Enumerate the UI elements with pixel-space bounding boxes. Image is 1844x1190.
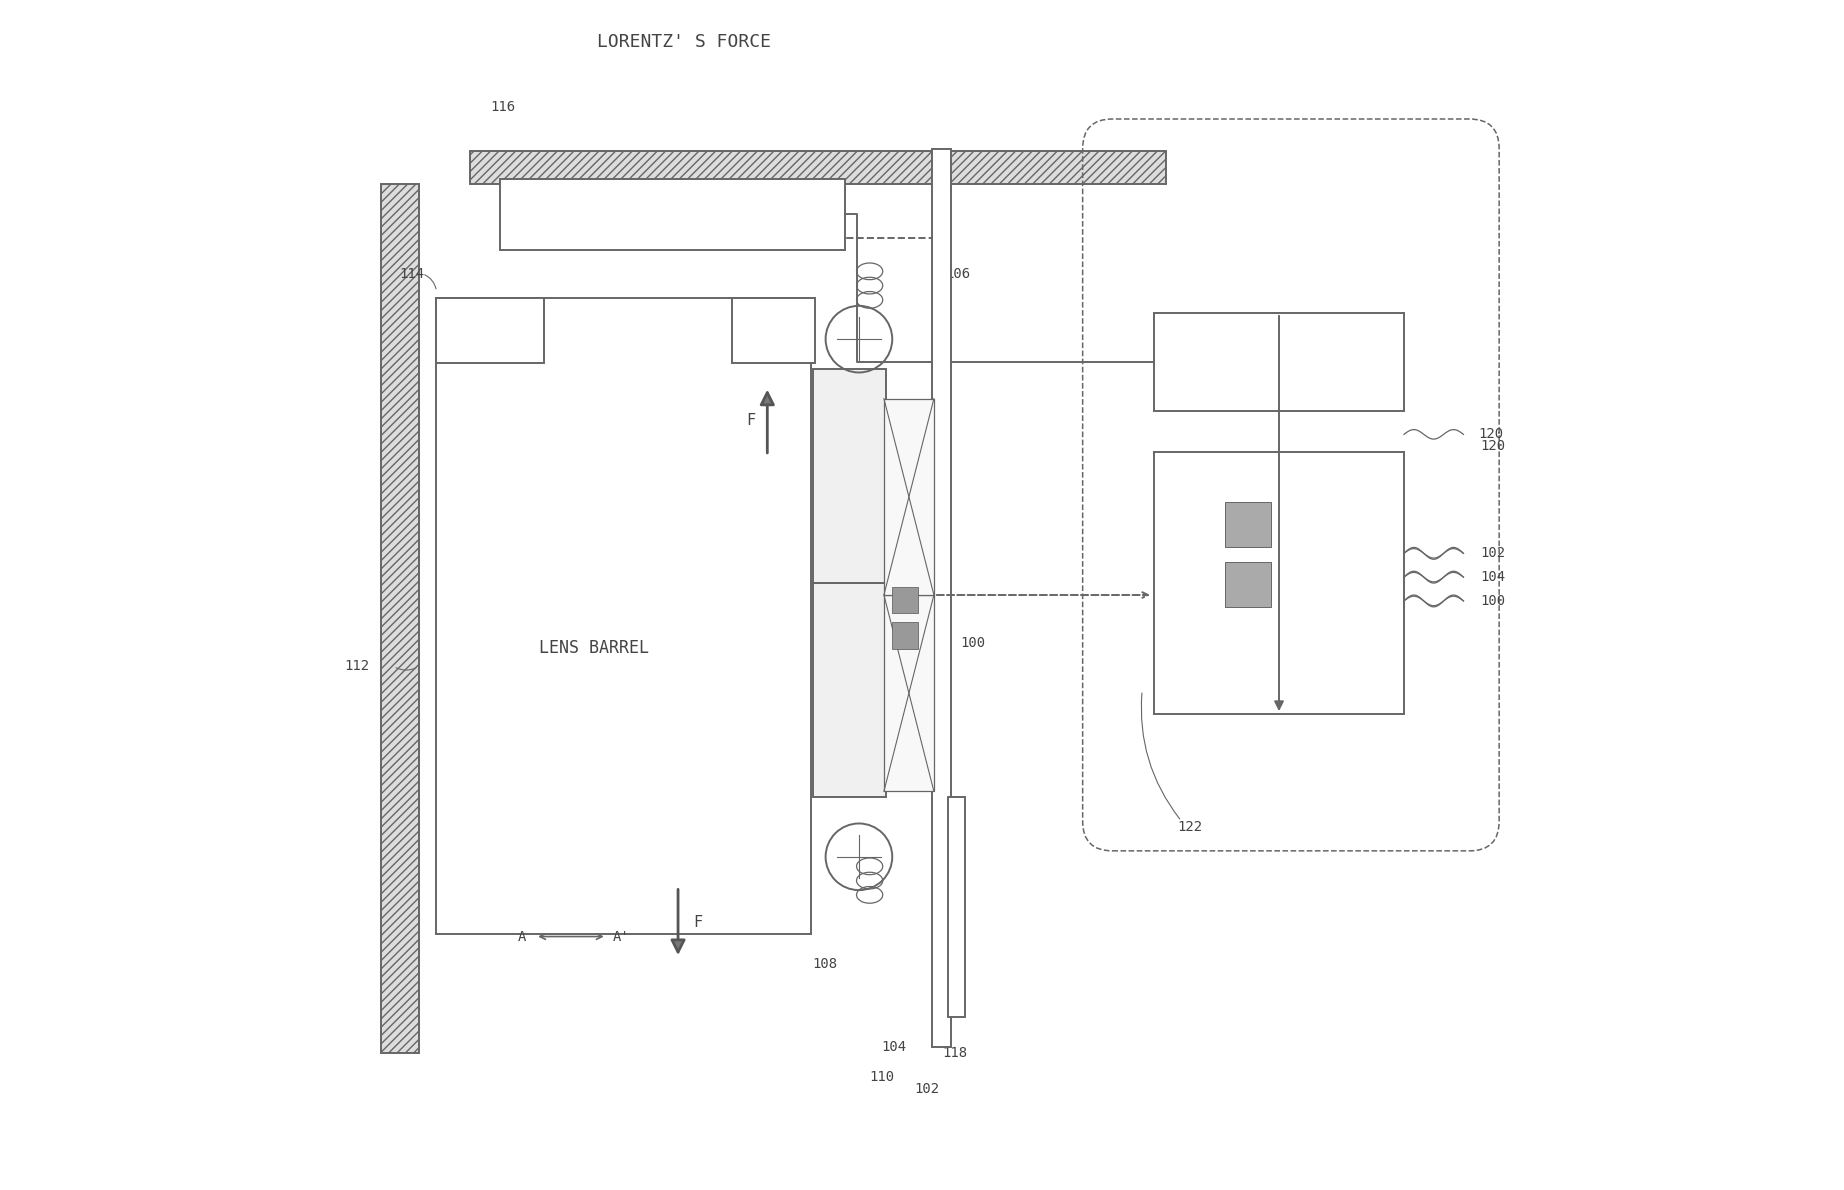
Bar bbox=[883, 595, 933, 791]
Text: 108: 108 bbox=[811, 957, 837, 971]
Text: 102: 102 bbox=[1481, 546, 1507, 560]
Text: 120: 120 bbox=[1479, 427, 1503, 441]
Text: 116: 116 bbox=[491, 100, 516, 114]
Bar bbox=[1154, 313, 1403, 411]
Bar bbox=[1154, 452, 1403, 714]
Bar bbox=[732, 298, 815, 363]
Text: 106: 106 bbox=[946, 267, 970, 281]
Bar bbox=[813, 583, 887, 797]
Bar bbox=[437, 298, 544, 363]
Bar bbox=[470, 151, 1165, 184]
Bar bbox=[813, 369, 887, 583]
Bar bbox=[892, 622, 918, 649]
Text: A': A' bbox=[612, 929, 629, 944]
Text: IMAGE SENSOR: IMAGE SENSOR bbox=[612, 205, 732, 224]
Text: 122: 122 bbox=[1176, 820, 1202, 834]
Text: POSITION: POSITION bbox=[1289, 487, 1355, 501]
Bar bbox=[1226, 502, 1271, 547]
Text: 104: 104 bbox=[881, 1040, 905, 1054]
Text: 120: 120 bbox=[1481, 439, 1507, 453]
Text: A: A bbox=[518, 929, 526, 944]
Text: N: N bbox=[845, 681, 854, 700]
Bar bbox=[931, 149, 950, 1047]
Text: F: F bbox=[747, 413, 756, 427]
Text: 100: 100 bbox=[961, 635, 987, 650]
Text: S: S bbox=[845, 466, 854, 486]
Text: F: F bbox=[693, 915, 703, 929]
Bar bbox=[948, 797, 964, 1017]
Bar bbox=[892, 587, 918, 613]
Bar bbox=[500, 178, 845, 250]
Text: LORENTZ' S FORCE: LORENTZ' S FORCE bbox=[597, 32, 771, 51]
Text: 118: 118 bbox=[942, 1046, 968, 1060]
Text: TARGET: TARGET bbox=[1296, 463, 1346, 477]
Bar bbox=[1226, 562, 1271, 607]
Text: 100: 100 bbox=[1481, 594, 1507, 608]
Bar bbox=[883, 399, 933, 595]
Text: LENS BARREL: LENS BARREL bbox=[538, 639, 649, 657]
Text: ISP: ISP bbox=[1263, 352, 1294, 371]
Text: 114: 114 bbox=[400, 267, 424, 281]
Text: 112: 112 bbox=[345, 659, 371, 674]
Text: 104: 104 bbox=[1481, 570, 1507, 584]
Text: 102: 102 bbox=[915, 1082, 939, 1096]
Bar bbox=[437, 298, 811, 934]
Text: 110: 110 bbox=[869, 1070, 894, 1084]
Bar bbox=[380, 184, 419, 1053]
